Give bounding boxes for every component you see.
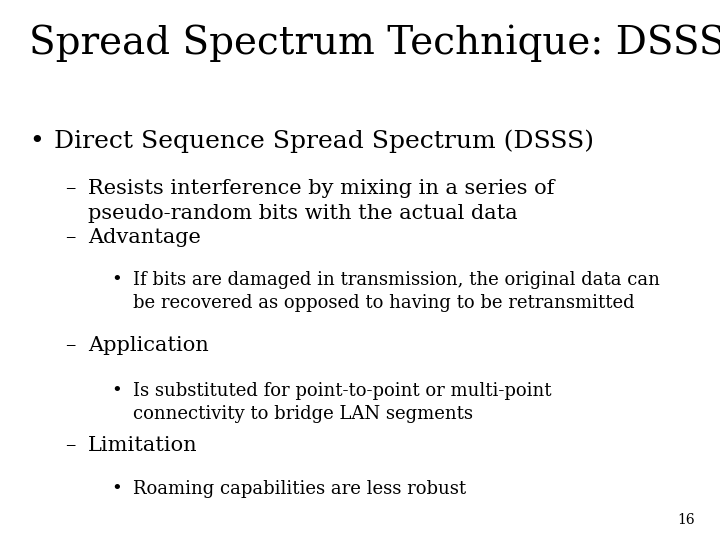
Text: 16: 16: [678, 512, 695, 526]
Text: –: –: [65, 436, 75, 455]
Text: Is substituted for point-to-point or multi-point
connectivity to bridge LAN segm: Is substituted for point-to-point or mul…: [133, 382, 552, 423]
Text: •: •: [112, 480, 122, 497]
Text: Direct Sequence Spread Spectrum (DSSS): Direct Sequence Spread Spectrum (DSSS): [54, 130, 594, 153]
Text: Spread Spectrum Technique: DSSS: Spread Spectrum Technique: DSSS: [29, 24, 720, 62]
Text: •: •: [112, 271, 122, 289]
Text: •: •: [29, 130, 43, 153]
Text: •: •: [112, 382, 122, 400]
Text: Limitation: Limitation: [88, 436, 197, 455]
Text: Application: Application: [88, 336, 209, 355]
Text: –: –: [65, 228, 75, 247]
Text: Roaming capabilities are less robust: Roaming capabilities are less robust: [133, 480, 467, 497]
Text: Resists interference by mixing in a series of
pseudo-random bits with the actual: Resists interference by mixing in a seri…: [88, 179, 554, 222]
Text: Advantage: Advantage: [88, 228, 201, 247]
Text: If bits are damaged in transmission, the original data can
be recovered as oppos: If bits are damaged in transmission, the…: [133, 271, 660, 312]
Text: –: –: [65, 336, 75, 355]
Text: –: –: [65, 179, 75, 198]
